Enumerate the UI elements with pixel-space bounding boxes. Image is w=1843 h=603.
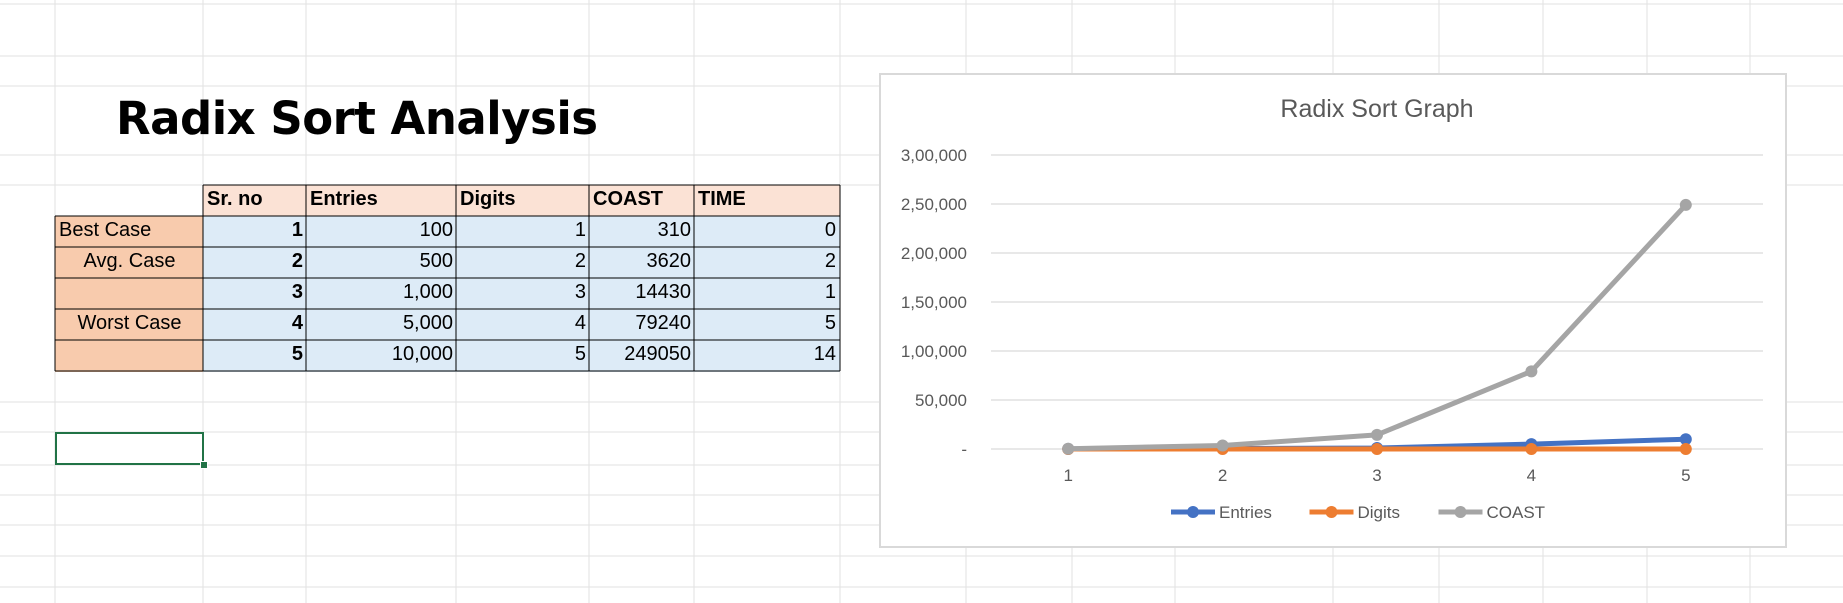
sr-no-cell[interactable]: 4 — [203, 309, 307, 341]
case-label-cell[interactable] — [55, 340, 204, 372]
data-point-coast — [1062, 442, 1075, 455]
time-cell[interactable]: 14 — [694, 340, 840, 372]
data-point-coast — [1371, 428, 1383, 441]
chart-area[interactable]: Radix Sort Graph - 50,000 1,00,000 1,50,000 2… — [879, 73, 1787, 548]
y-tick-label: 1,50,000 — [901, 293, 967, 312]
coast-cell[interactable]: 3620 — [589, 247, 695, 279]
data-point-digits — [1371, 442, 1383, 455]
sheet-title[interactable]: Radix Sort Analysis — [116, 92, 598, 145]
digits-cell[interactable]: 2 — [456, 247, 590, 279]
x-tick-label: 2 — [1218, 466, 1227, 485]
data-point-coast — [1525, 365, 1538, 378]
coast-cell[interactable]: 249050 — [589, 340, 695, 372]
header-cell-sr-no[interactable]: Sr. no — [203, 185, 307, 216]
time-cell[interactable]: 2 — [694, 247, 840, 279]
case-label-cell[interactable]: Best Case — [55, 216, 204, 248]
y-tick-label: 3,00,000 — [901, 146, 967, 165]
data-point-digits — [1525, 442, 1538, 455]
legend-label-coast: COAST — [1487, 503, 1546, 522]
sr-no-cell[interactable]: 3 — [203, 278, 307, 310]
digits-cell[interactable]: 5 — [456, 340, 590, 372]
coast-cell[interactable]: 310 — [589, 216, 695, 248]
entries-cell[interactable]: 100 — [306, 216, 457, 248]
x-tick-label: 5 — [1681, 466, 1690, 485]
entries-cell[interactable]: 5,000 — [306, 309, 457, 341]
data-point-coast — [1679, 198, 1692, 211]
data-point-entries — [1679, 433, 1692, 446]
time-cell[interactable]: 5 — [694, 309, 840, 341]
data-point-coast — [1216, 439, 1229, 452]
y-tick-label: 1,00,000 — [901, 342, 967, 361]
case-label-cell[interactable] — [55, 278, 204, 310]
header-cell-digits[interactable]: Digits — [456, 185, 590, 216]
coast-cell[interactable]: 79240 — [589, 309, 695, 341]
active-cell-selection[interactable] — [55, 432, 204, 465]
radix-sort-chart: Radix Sort Graph - 50,000 1,00,000 1,50,000 2… — [901, 95, 1763, 522]
header-cell-entries[interactable]: Entries — [306, 185, 457, 216]
fill-handle[interactable] — [200, 461, 208, 469]
header-cell-coast[interactable]: COAST — [589, 185, 695, 216]
x-tick-label: 4 — [1527, 466, 1536, 485]
legend-label-entries: Entries — [1219, 503, 1272, 522]
sr-no-cell[interactable]: 5 — [203, 340, 307, 372]
chart-title: Radix Sort Graph — [1280, 95, 1473, 123]
y-tick-label: - — [961, 440, 967, 459]
y-tick-label: 2,00,000 — [901, 244, 967, 263]
series-line-coast — [1065, 202, 1689, 452]
time-cell[interactable]: 1 — [694, 278, 840, 310]
legend-label-digits: Digits — [1358, 503, 1401, 522]
sr-no-cell[interactable]: 1 — [203, 216, 307, 248]
entries-cell[interactable]: 1,000 — [306, 278, 457, 310]
y-tick-label: 50,000 — [915, 391, 967, 410]
coast-cell[interactable]: 14430 — [589, 278, 695, 310]
entries-cell[interactable]: 10,000 — [306, 340, 457, 372]
data-point-digits — [1679, 442, 1692, 455]
case-label-cell[interactable]: Avg. Case — [55, 247, 204, 279]
x-tick-label: 3 — [1372, 466, 1381, 485]
legend-marker-entries — [1187, 506, 1199, 518]
digits-cell[interactable]: 3 — [456, 278, 590, 310]
entries-cell[interactable]: 500 — [306, 247, 457, 279]
legend-marker-digits — [1325, 506, 1338, 518]
digits-cell[interactable]: 4 — [456, 309, 590, 341]
header-cell-time[interactable]: TIME — [694, 185, 840, 216]
y-tick-label: 2,50,000 — [901, 195, 967, 214]
sr-no-cell[interactable]: 2 — [203, 247, 307, 279]
digits-cell[interactable]: 1 — [456, 216, 590, 248]
time-cell[interactable]: 0 — [694, 216, 840, 248]
legend-marker-coast — [1454, 506, 1467, 518]
x-tick-label: 1 — [1063, 466, 1072, 485]
case-label-cell[interactable]: Worst Case — [55, 309, 204, 341]
